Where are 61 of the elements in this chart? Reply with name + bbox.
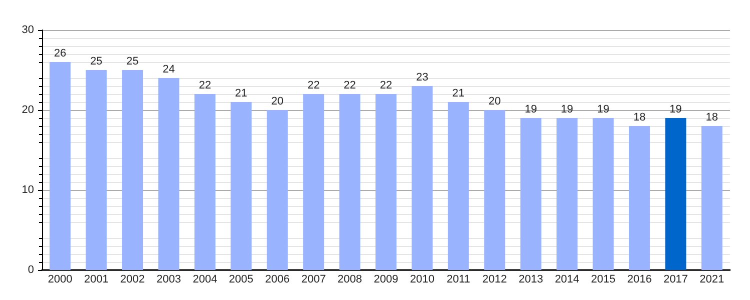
bar bbox=[50, 62, 71, 270]
x-tick-label: 2005 bbox=[228, 274, 254, 286]
bar bbox=[520, 118, 542, 270]
bar bbox=[158, 78, 180, 270]
data-label: 19 bbox=[597, 104, 610, 116]
data-label: 19 bbox=[670, 104, 682, 116]
x-tick-label: 2010 bbox=[410, 274, 434, 286]
x-tick-label: 2001 bbox=[84, 274, 109, 286]
data-label: 19 bbox=[560, 104, 574, 116]
bar bbox=[412, 86, 433, 270]
y-tick-label: 20 bbox=[22, 104, 34, 116]
data-label: 21 bbox=[235, 88, 248, 100]
x-tick-label: 2006 bbox=[265, 274, 290, 286]
bar bbox=[484, 110, 506, 270]
x-tick-label: 2017 bbox=[663, 274, 688, 286]
data-label: 20 bbox=[488, 96, 501, 108]
bar bbox=[230, 102, 252, 270]
x-tick-label: 2011 bbox=[446, 274, 470, 286]
bar bbox=[448, 102, 469, 270]
data-label: 23 bbox=[416, 72, 428, 84]
bar bbox=[592, 118, 614, 270]
x-tick-label: 2009 bbox=[374, 274, 398, 286]
x-tick-label: 2007 bbox=[301, 274, 326, 286]
x-tick-label: 2015 bbox=[591, 274, 616, 286]
bar bbox=[376, 94, 396, 270]
x-tick-label: 2002 bbox=[120, 274, 145, 286]
x-tick-label: 2013 bbox=[518, 274, 544, 286]
data-label: 19 bbox=[524, 104, 537, 116]
bar bbox=[122, 70, 144, 270]
data-label: 24 bbox=[162, 64, 175, 76]
data-label: 22 bbox=[307, 80, 320, 92]
x-tick-label: 2014 bbox=[554, 274, 580, 286]
x-tick-label: 2008 bbox=[338, 274, 362, 286]
x-tick-label: 2021 bbox=[700, 274, 724, 286]
data-label: 22 bbox=[344, 80, 356, 92]
bar bbox=[194, 94, 216, 270]
x-tick-label: 2016 bbox=[627, 274, 652, 286]
bar bbox=[303, 94, 324, 270]
y-tick-label: 0 bbox=[28, 264, 34, 276]
bar bbox=[266, 110, 288, 270]
y-tick-label: 10 bbox=[22, 184, 34, 196]
x-tick-label: 2012 bbox=[482, 274, 507, 286]
bar bbox=[701, 126, 722, 270]
x-tick-label: 2004 bbox=[192, 274, 218, 286]
bar bbox=[86, 70, 107, 270]
data-label: 26 bbox=[54, 48, 66, 60]
y-tick-label: 30 bbox=[22, 24, 34, 36]
data-label: 21 bbox=[452, 88, 465, 100]
bar bbox=[556, 118, 578, 270]
data-label: 25 bbox=[126, 56, 139, 68]
data-label: 20 bbox=[271, 96, 284, 108]
data-label: 22 bbox=[380, 80, 392, 92]
data-label: 25 bbox=[90, 56, 102, 68]
x-tick-label: 2003 bbox=[156, 274, 181, 286]
data-label: 22 bbox=[198, 80, 212, 92]
bar bbox=[665, 118, 686, 270]
x-tick-label: 2000 bbox=[48, 274, 72, 286]
bar bbox=[628, 126, 650, 270]
data-label: 18 bbox=[633, 112, 646, 124]
bar bbox=[339, 94, 360, 270]
data-label: 18 bbox=[706, 112, 718, 124]
